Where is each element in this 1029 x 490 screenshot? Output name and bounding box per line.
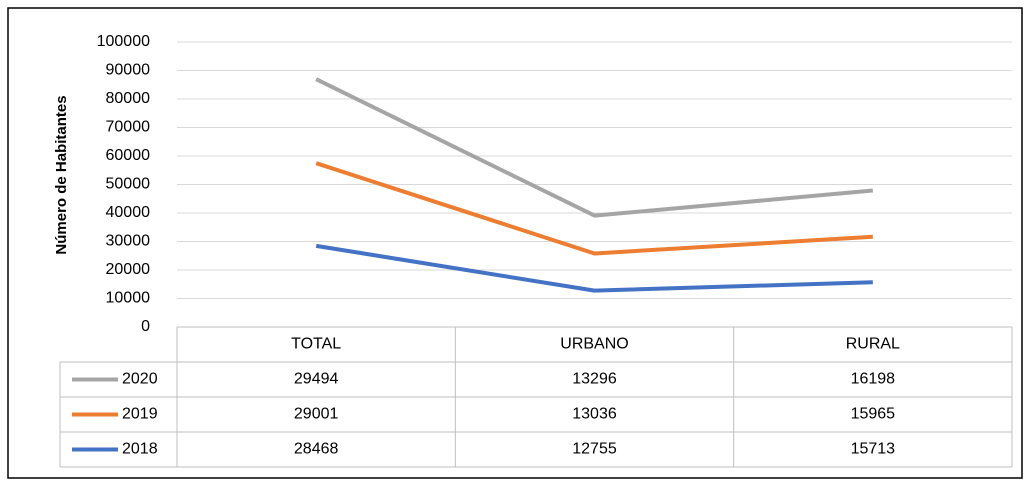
x-tick-label: TOTAL (291, 336, 341, 353)
table-value: 15965 (851, 406, 896, 423)
table-value: 29001 (294, 406, 339, 423)
table-value: 12755 (572, 441, 617, 458)
y-tick-label: 40000 (106, 204, 151, 221)
y-axis-title: Número de Habitantes (53, 95, 70, 254)
legend-label: 2020 (122, 371, 158, 388)
y-tick-label: 50000 (106, 176, 151, 193)
legend-label: 2018 (122, 441, 158, 458)
series-line (315, 77, 874, 218)
x-tick-label: URBANO (560, 336, 628, 353)
series-line (315, 161, 873, 256)
series-line (315, 243, 873, 293)
table-value: 28468 (294, 441, 339, 458)
legend-label: 2019 (122, 406, 158, 423)
table-value: 13296 (572, 371, 617, 388)
y-tick-label: 60000 (106, 147, 151, 164)
y-tick-label: 20000 (106, 261, 151, 278)
y-tick-label: 30000 (106, 233, 151, 250)
y-tick-label: 80000 (106, 90, 151, 107)
y-tick-label: 10000 (106, 290, 151, 307)
x-tick-label: RURAL (846, 336, 900, 353)
y-tick-label: 90000 (106, 62, 151, 79)
y-tick-label: 0 (141, 318, 150, 335)
table-value: 16198 (851, 371, 896, 388)
y-tick-label: 70000 (106, 119, 151, 136)
table-value: 13036 (572, 406, 617, 423)
table-value: 29494 (294, 371, 339, 388)
table-value: 15713 (851, 441, 896, 458)
y-tick-label: 100000 (97, 33, 150, 50)
